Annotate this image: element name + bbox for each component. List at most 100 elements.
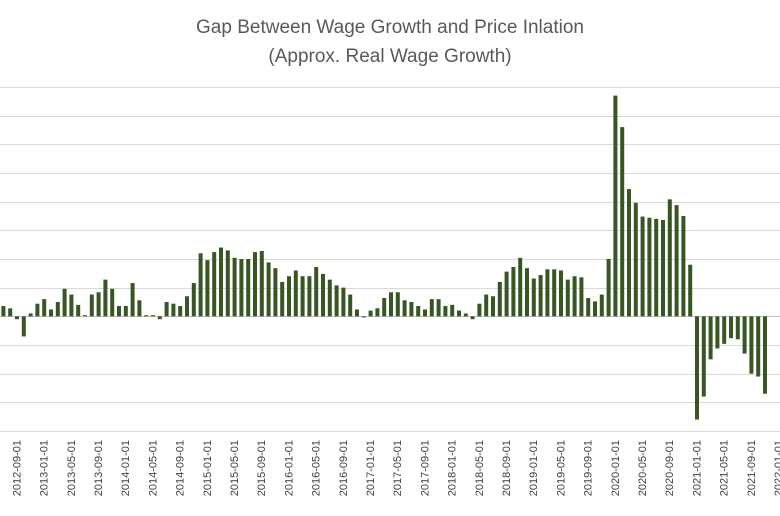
bar [545,269,550,317]
bar [361,316,366,318]
chart-title: Gap Between Wage Growth and Price Inlati… [196,17,584,38]
bar [212,252,217,317]
bar [89,294,94,317]
x-tick-label: 2019-01-01 [528,440,540,496]
bar [395,292,400,317]
bar [273,268,278,317]
bar [715,316,720,349]
bar [416,306,421,317]
x-tick-label: 2015-09-01 [256,440,268,496]
bar [497,281,502,317]
bar [300,276,305,317]
bar [375,308,380,317]
bar [35,303,40,317]
x-tick-label: 2017-01-01 [365,440,377,496]
x-tick-label: 2019-09-01 [583,440,595,496]
x-tick-label: 2017-09-01 [419,440,431,496]
bar [674,205,679,317]
bar [314,267,319,317]
bar [83,315,87,317]
x-tick-label: 2021-09-01 [746,440,758,496]
bar [69,294,74,317]
bar [287,276,291,317]
bar [559,270,563,317]
bar [620,127,625,317]
bar [701,316,706,397]
bar [232,257,237,317]
x-tick-label: 2017-05-01 [392,440,404,496]
bar [477,303,482,317]
bar [1,306,6,317]
bar [429,299,434,317]
x-tick-label: 2018-01-01 [447,440,459,496]
bar [259,250,264,317]
bar [8,308,13,317]
bar [443,306,448,317]
x-tick-label: 2022-01-01 [773,440,780,496]
bar [157,316,162,320]
x-tick-label: 2016-01-01 [283,440,295,496]
x-tick-label: 2020-01-01 [610,440,622,496]
bar [661,220,665,317]
bar [538,275,543,317]
bar [402,300,407,317]
bar [62,288,67,317]
bar [55,302,60,317]
bar [409,302,414,317]
bar [178,306,183,317]
bar [185,296,189,317]
bar [484,294,489,317]
x-tick-label: 2012-09-01 [11,440,23,496]
bar [96,292,101,317]
bar [239,259,244,317]
x-tick-label: 2018-09-01 [501,440,513,496]
bar [382,297,387,317]
bar [531,278,536,317]
bar [327,279,332,317]
bar [525,268,529,317]
bar [695,316,699,420]
bar [191,283,196,317]
bar [21,316,26,337]
bar [491,296,495,317]
bar [110,288,115,317]
bar [457,310,461,317]
bar [708,316,713,360]
bar [613,95,618,317]
bar [436,299,441,317]
bar [253,252,257,317]
bar [355,309,359,317]
bar [511,267,516,317]
bar [735,316,740,340]
x-tick-label: 2014-09-01 [175,440,187,496]
bar [205,260,210,317]
x-tick-label: 2021-05-01 [719,440,731,496]
bar [593,301,597,317]
x-tick-label: 2014-01-01 [120,440,132,496]
bar [667,199,672,317]
bar [198,253,203,317]
bar [586,297,591,317]
bar [463,313,468,317]
bar [266,262,271,317]
bar [654,218,659,317]
x-tick-label: 2013-09-01 [93,440,105,496]
bar [225,250,230,317]
bar [552,269,557,317]
x-tick-label: 2018-05-01 [474,440,486,496]
bar [722,316,727,344]
bar [450,304,455,317]
x-tick-label: 2014-05-01 [147,440,159,496]
bar [15,316,19,320]
x-axis-tick-labels: 2012-09-01 2013-01-01 2013-05-01 2013-09-01… [11,440,780,496]
bar [389,292,393,317]
bar [171,303,176,317]
x-tick-label: 2020-09-01 [664,440,676,496]
bar [423,309,427,317]
bar [293,270,298,317]
bar [334,285,339,317]
bar [572,276,577,317]
bar [137,300,142,317]
bar [219,247,223,317]
